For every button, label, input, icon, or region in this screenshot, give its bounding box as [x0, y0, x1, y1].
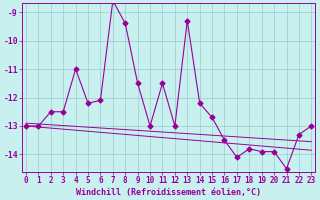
X-axis label: Windchill (Refroidissement éolien,°C): Windchill (Refroidissement éolien,°C) [76, 188, 261, 197]
